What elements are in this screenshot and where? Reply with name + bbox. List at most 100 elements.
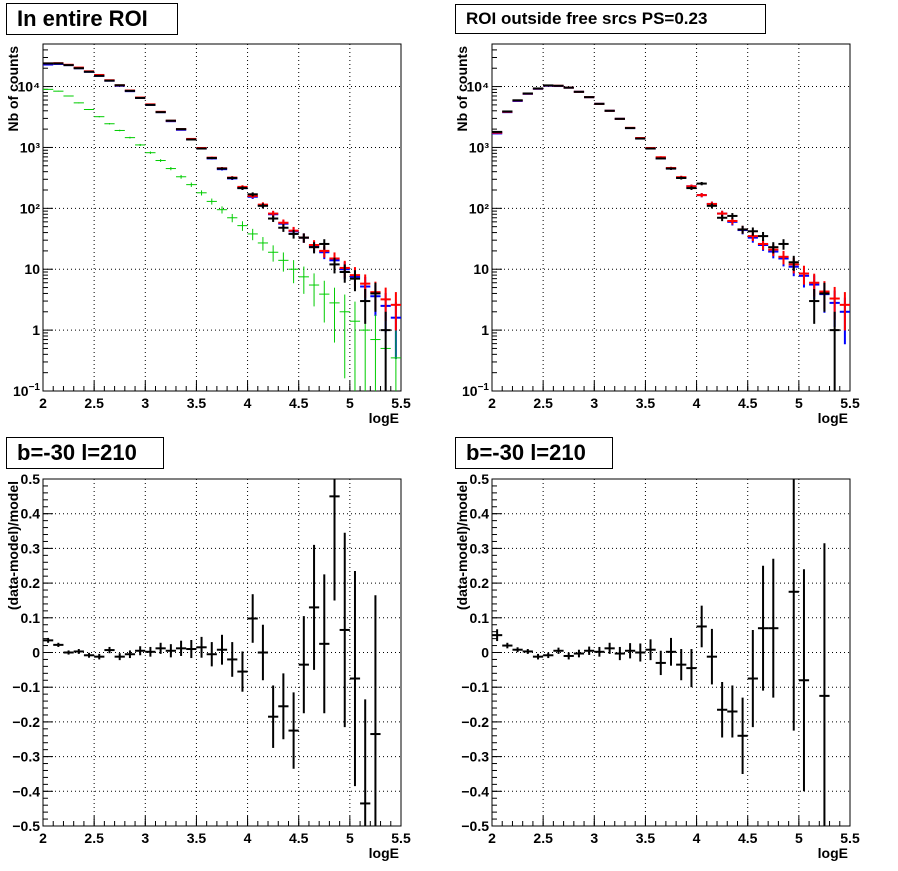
x-tick-label: 3 xyxy=(590,395,598,411)
data-point xyxy=(696,181,707,186)
diffuse-point xyxy=(83,108,95,111)
y-tick-label: −0.5 xyxy=(461,818,489,834)
diffuse-point xyxy=(247,228,258,241)
diffuse-point xyxy=(94,116,105,118)
data-point xyxy=(604,109,615,112)
y-tick-label: −0.1 xyxy=(12,679,40,695)
panel-title-bottom-left: b=-30 l=210 xyxy=(6,437,164,469)
data-point xyxy=(308,242,320,254)
diffuse-point xyxy=(196,190,207,196)
data-point xyxy=(757,231,769,241)
plot-frame xyxy=(42,43,402,392)
data-point xyxy=(135,96,146,99)
residual-point xyxy=(706,628,718,685)
residual-point xyxy=(227,642,238,677)
diffuse-point xyxy=(155,159,166,162)
plot-frame xyxy=(491,43,851,392)
data-layer xyxy=(492,84,850,391)
x-tick-label: 5 xyxy=(795,395,803,411)
y-tick-label: 0 xyxy=(32,645,40,661)
residual-point xyxy=(594,646,605,657)
y-tick-label: 0.4 xyxy=(21,506,41,522)
data-point xyxy=(360,289,371,324)
y-tick-label: 0.3 xyxy=(470,540,490,556)
residual-point xyxy=(73,649,84,654)
diffuse-point xyxy=(298,266,309,294)
residual-point xyxy=(124,650,136,659)
y-tick-label: 10² xyxy=(469,200,490,216)
residual-point xyxy=(645,639,656,661)
x-tick-label: 4 xyxy=(693,395,701,411)
residual-point xyxy=(186,640,197,659)
y-tick-label: 10−1 xyxy=(13,382,40,399)
residual-point xyxy=(237,651,248,692)
y-axis-label: (data-model)/model xyxy=(454,481,470,610)
model-total-point xyxy=(696,193,707,198)
x-tick-label: 2 xyxy=(488,830,496,846)
y-tick-label: 10 xyxy=(24,261,40,277)
data-point xyxy=(124,89,136,92)
residual-point xyxy=(308,544,320,670)
diffuse-point xyxy=(104,123,115,125)
residual-point xyxy=(288,692,299,769)
y-tick-label: 10⁴ xyxy=(467,79,490,95)
data-point xyxy=(175,128,187,131)
residual-point xyxy=(206,642,217,667)
data-point xyxy=(788,255,799,271)
data-layer xyxy=(43,62,401,391)
data-point xyxy=(512,99,523,102)
data-point xyxy=(819,282,830,312)
data-point xyxy=(573,90,585,93)
diffuse-point xyxy=(73,102,84,104)
residual-point xyxy=(502,642,513,649)
data-point xyxy=(257,203,269,209)
y-tick-label: 0 xyxy=(481,645,489,661)
y-tick-label: −0.4 xyxy=(461,783,489,799)
residual-point xyxy=(512,647,523,653)
residual-point xyxy=(676,649,687,681)
data-point xyxy=(717,214,728,222)
y-axis-label: Nb of counts xyxy=(5,46,21,132)
data-point xyxy=(278,224,289,232)
x-tick-label: 3.5 xyxy=(187,830,207,846)
residual-point xyxy=(278,673,289,740)
y-tick-label: 0.2 xyxy=(21,575,41,591)
residual-point xyxy=(43,637,54,643)
residual-point xyxy=(370,595,381,826)
plot-frame xyxy=(491,478,851,827)
residual-point xyxy=(624,643,636,659)
diffuse-point xyxy=(175,174,187,179)
plot-panel-4: 2 2.5 3 3.5 4 4.5 5 5.5 −0.5 −0.4 −0.3 −0.2 −0.1 0 0.1… xyxy=(454,471,860,861)
y-tick-label: 10² xyxy=(20,200,41,216)
x-tick-label: 3.5 xyxy=(636,395,656,411)
data-point xyxy=(492,130,503,133)
data-point xyxy=(655,157,666,160)
x-axis-label: logE xyxy=(369,410,399,426)
diffuse-point xyxy=(114,129,125,132)
model-total-point xyxy=(839,292,850,331)
residual-point xyxy=(319,574,330,714)
residual-point xyxy=(268,685,279,748)
diffuse-point xyxy=(257,237,269,251)
x-tick-label: 4 xyxy=(244,830,252,846)
data-layer xyxy=(492,479,830,826)
data-point xyxy=(329,257,340,274)
diffuse-point xyxy=(53,90,64,92)
data-point xyxy=(206,157,217,160)
y-axis-label: Nb of counts xyxy=(454,46,470,132)
data-point xyxy=(553,84,564,87)
diffuse-point xyxy=(288,260,299,284)
x-tick-label: 4 xyxy=(244,395,252,411)
data-point xyxy=(737,225,748,234)
data-point xyxy=(532,87,544,90)
x-tick-label: 5 xyxy=(795,830,803,846)
residual-point xyxy=(757,565,769,691)
plot-panel-1: 2 2.5 3 3.5 4 4.5 5 5.5 10−1 1 10 10² 10³ 10⁴ logE Nb o… xyxy=(5,43,411,426)
residual-point xyxy=(349,570,361,787)
x-tick-label: 4.5 xyxy=(289,395,309,411)
data-point xyxy=(665,167,677,170)
y-tick-label: 0.5 xyxy=(470,471,490,487)
data-point xyxy=(635,137,646,140)
y-tick-label: 0.1 xyxy=(470,610,490,626)
plot-panel-2: 2 2.5 3 3.5 4 4.5 5 5.5 10−1 1 10 10² 10³ 10⁴ logE Nb o… xyxy=(454,43,860,426)
